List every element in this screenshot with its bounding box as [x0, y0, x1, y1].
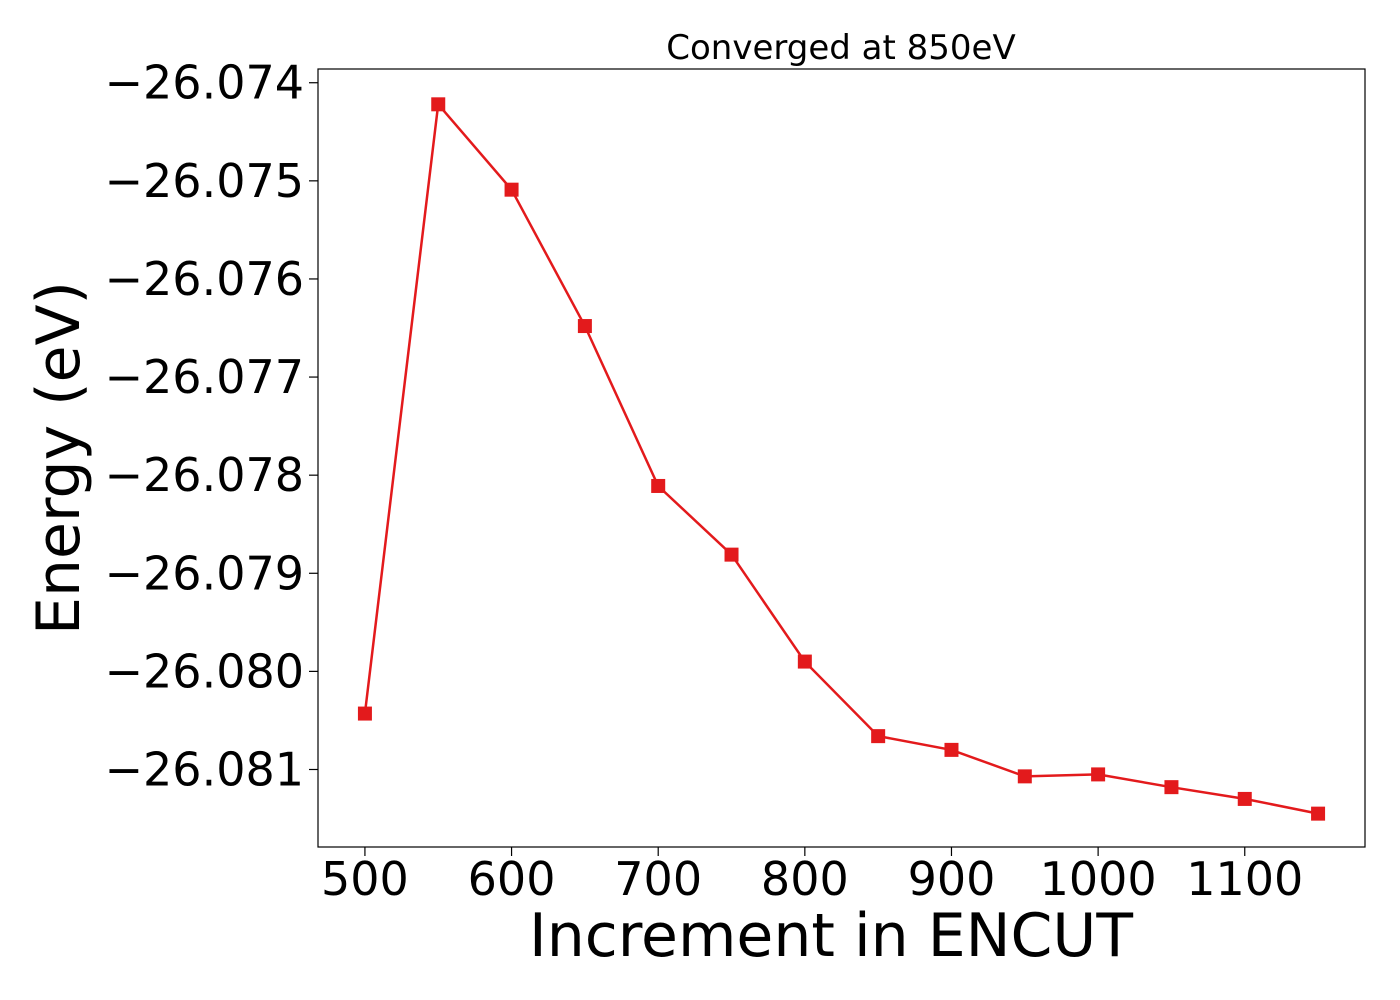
x-tick-label: 500 [321, 852, 409, 906]
x-axis-ticks: 500 600 700 800 900 1000 1100 [321, 847, 1303, 906]
x-tick-label: 600 [468, 852, 556, 906]
y-tick-label: −26.081 [105, 742, 305, 796]
data-point-marker [1311, 806, 1326, 821]
data-point-marker [1017, 769, 1032, 784]
data-point-marker [577, 319, 592, 334]
y-tick-label: −26.074 [105, 56, 305, 110]
y-tick-label: −26.080 [105, 644, 305, 698]
x-tick-label: 900 [908, 852, 996, 906]
data-point-marker [797, 654, 812, 669]
y-tick-label: −26.078 [105, 448, 305, 502]
y-axis-ticks: −26.074 −26.075 −26.076 −26.077 −26.078 −26.0… [105, 56, 318, 796]
y-tick-label: −26.076 [105, 252, 305, 306]
x-tick-label: 800 [761, 852, 849, 906]
x-tick-label: 1000 [1040, 852, 1157, 906]
data-point-marker [871, 729, 886, 744]
data-point-marker [1091, 767, 1106, 782]
chart-title: Converged at 850eV [666, 28, 1015, 68]
series-markers [357, 97, 1326, 821]
data-point-marker [504, 182, 519, 197]
data-point-marker [1237, 791, 1252, 806]
y-axis-title: Energy (eV) [24, 281, 94, 635]
x-axis-title: Increment in ENCUT [529, 901, 1133, 971]
y-tick-label: −26.079 [105, 546, 305, 600]
data-point-marker [357, 706, 372, 721]
data-point-marker [431, 97, 446, 112]
y-tick-label: −26.075 [105, 154, 305, 208]
series-line [363, 101, 1319, 815]
data-point-marker [724, 547, 739, 562]
data-point-marker [1164, 780, 1179, 795]
y-tick-label: −26.077 [105, 350, 305, 404]
x-tick-label: 700 [614, 852, 702, 906]
data-point-marker [944, 742, 959, 757]
data-point-marker [651, 478, 666, 493]
x-tick-label: 1100 [1186, 852, 1303, 906]
plot-area-frame [317, 68, 1366, 848]
